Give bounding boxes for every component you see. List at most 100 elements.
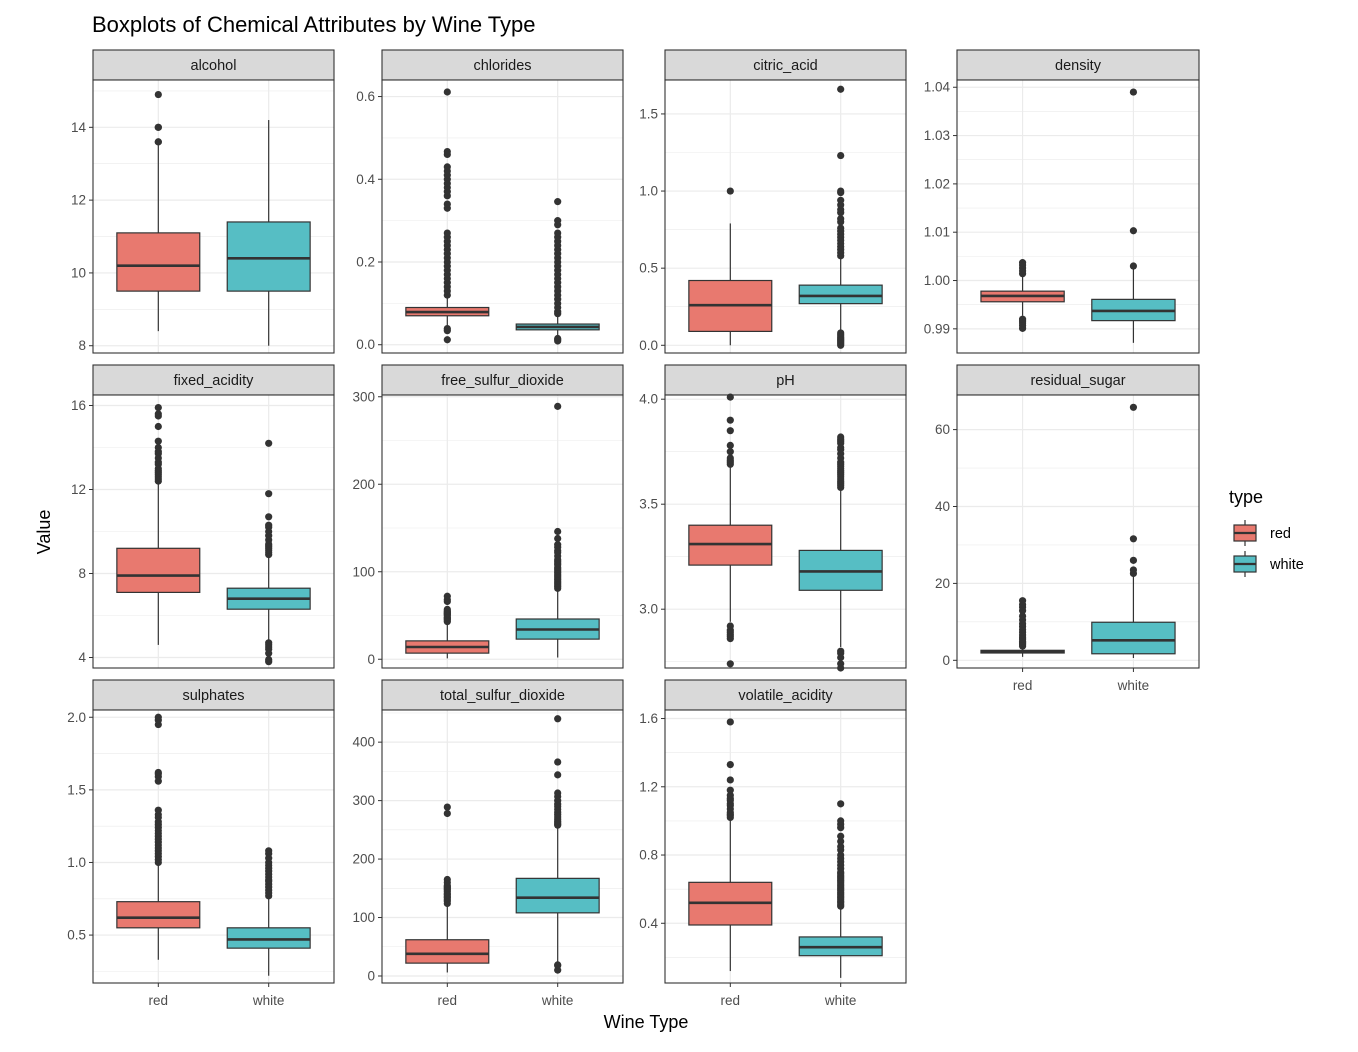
facet-panels: alcohol 8 10 12 14 chlorides 0.0 0.2 0.4 0.6 citri… [67, 49, 1200, 1008]
outlier-point [443, 592, 451, 600]
facet-strip-density [956, 49, 1200, 81]
outlier-point [554, 334, 562, 343]
facet-strip-ph [664, 364, 907, 396]
box-chlorides-red [405, 88, 490, 344]
outlier-point [726, 776, 734, 784]
panel-background-total-sulfur-dioxide [382, 710, 623, 983]
box-total-sulfur-dioxide-white [515, 715, 600, 974]
outlier-point [154, 806, 162, 814]
outlier-point [554, 217, 562, 225]
outlier-point [837, 660, 845, 668]
outlier-point [726, 718, 734, 726]
box-residual-sugar-red [980, 597, 1065, 657]
outlier-point [154, 404, 162, 412]
outlier-point [837, 842, 845, 851]
facet-label-free-sulfur-dioxide: free_sulfur_dioxide [441, 373, 564, 389]
box-alcohol-red [116, 90, 201, 332]
outlier-point [554, 789, 562, 797]
y-tick-label: 60 [935, 422, 950, 437]
panel-border-sulphates [92, 709, 335, 984]
outlier-point [265, 521, 273, 529]
y-tick-label: 0.8 [639, 848, 658, 863]
outlier-point [837, 832, 845, 840]
panel-border-free-sulfur-dioxide [381, 394, 624, 669]
box-citric-acid-red [688, 187, 773, 346]
outlier-point [837, 800, 845, 808]
facet-volatile-acidity: volatile_acidity 0.4 0.8 1.2 1.6 red white [639, 679, 907, 1008]
y-tick-label: 400 [352, 735, 375, 750]
outlier-point [1018, 315, 1027, 323]
y-tick-label: 4.0 [639, 392, 658, 407]
y-tick-label: 1.6 [639, 711, 658, 726]
outlier-point [265, 513, 273, 521]
outlier-point [726, 660, 734, 668]
outlier-point [443, 163, 451, 171]
y-axis-title: Value [34, 510, 54, 555]
outlier-point [154, 123, 162, 131]
box-volatile-acidity-red [688, 718, 773, 972]
y-tick-label: 200 [352, 477, 375, 492]
facet-strip-residual-sugar [956, 364, 1200, 396]
outlier-point [726, 416, 734, 424]
y-tick-label: 12 [71, 482, 86, 497]
legend: type red white [1229, 487, 1304, 577]
box-ph-white [798, 433, 883, 672]
y-tick-label: 1.5 [67, 782, 86, 797]
x-tick-label: red [149, 993, 169, 1008]
panel-border-residual-sugar [956, 394, 1200, 669]
box-iqr [226, 221, 311, 292]
outlier-point [726, 441, 734, 449]
outlier-point [443, 605, 451, 613]
facet-strip-alcohol [92, 49, 335, 81]
outlier-point [837, 817, 845, 825]
facet-fixed-acidity: fixed_acidity 4 8 12 16 [71, 364, 335, 669]
legend-label-white: white [1269, 557, 1304, 573]
facet-strip-citric-acid [664, 49, 907, 81]
box-iqr [116, 901, 201, 929]
x-tick-label: red [438, 993, 458, 1008]
facet-label-total-sulfur-dioxide: total_sulfur_dioxide [440, 688, 565, 704]
x-tick-label: red [1013, 678, 1033, 693]
outlier-point [837, 837, 845, 845]
facet-free-sulfur-dioxide: free_sulfur_dioxide 0 100 200 300 [352, 364, 624, 669]
panel-background-alcohol [93, 80, 334, 353]
outlier-point [726, 786, 734, 794]
outlier-point [837, 647, 845, 655]
y-tick-label: 1.02 [924, 176, 950, 191]
box-citric-acid-white [798, 85, 883, 349]
outlier-point [726, 427, 734, 435]
outlier-point [1129, 262, 1138, 270]
facet-strip-total-sulfur-dioxide [381, 679, 624, 711]
panel-border-fixed-acidity [92, 394, 335, 669]
outlier-point [154, 768, 162, 777]
panel-border-chlorides [381, 79, 624, 354]
y-tick-label: 40 [935, 499, 950, 514]
facet-alcohol: alcohol 8 10 12 14 [71, 49, 335, 354]
y-tick-label: 0 [942, 653, 950, 668]
outlier-point [726, 454, 734, 462]
outlier-point [443, 809, 451, 818]
y-tick-label: 0.4 [639, 916, 658, 931]
y-tick-label: 1.00 [924, 273, 950, 288]
facet-residual-sugar: residual_sugar 0 20 40 60 red white [935, 364, 1200, 693]
y-tick-label: 100 [352, 564, 375, 579]
box-free-sulfur-dioxide-red [405, 592, 490, 659]
y-tick-label: 0 [367, 968, 375, 983]
outlier-point [554, 758, 562, 766]
outlier-point [443, 875, 451, 884]
outlier-point [265, 639, 273, 647]
y-tick-label: 0.5 [639, 261, 658, 276]
box-iqr [226, 927, 311, 949]
box-chlorides-white [515, 198, 600, 345]
facet-ph: pH 3.0 3.5 4.0 [639, 364, 907, 672]
facet-label-citric-acid: citric_acid [753, 58, 817, 74]
y-tick-label: 1.04 [924, 80, 951, 95]
box-residual-sugar-white [1091, 403, 1176, 659]
y-tick-label: 8 [78, 338, 86, 353]
outlier-point [1129, 556, 1138, 564]
outlier-point [265, 656, 273, 664]
facet-total-sulfur-dioxide: total_sulfur_dioxide 0 100 200 300 400 red whit… [352, 679, 624, 1008]
facet-label-fixed-acidity: fixed_acidity [174, 373, 255, 389]
outlier-point [1129, 566, 1138, 574]
